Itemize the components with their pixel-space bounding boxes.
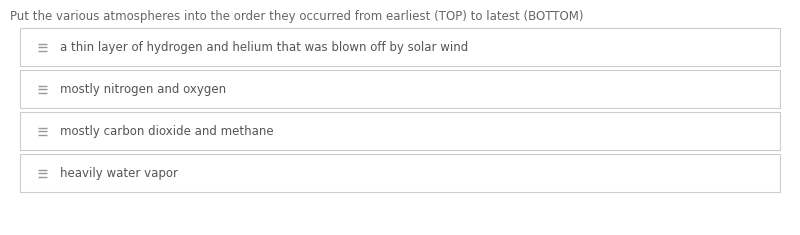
FancyBboxPatch shape bbox=[20, 70, 780, 108]
Text: Put the various atmospheres into the order they occurred from earliest (TOP) to : Put the various atmospheres into the ord… bbox=[10, 10, 583, 23]
Text: mostly carbon dioxide and methane: mostly carbon dioxide and methane bbox=[60, 125, 274, 137]
FancyBboxPatch shape bbox=[20, 154, 780, 192]
FancyBboxPatch shape bbox=[20, 112, 780, 150]
FancyBboxPatch shape bbox=[20, 28, 780, 66]
Text: a thin layer of hydrogen and helium that was blown off by solar wind: a thin layer of hydrogen and helium that… bbox=[60, 40, 468, 54]
Text: mostly nitrogen and oxygen: mostly nitrogen and oxygen bbox=[60, 82, 226, 95]
Text: heavily water vapor: heavily water vapor bbox=[60, 167, 178, 180]
